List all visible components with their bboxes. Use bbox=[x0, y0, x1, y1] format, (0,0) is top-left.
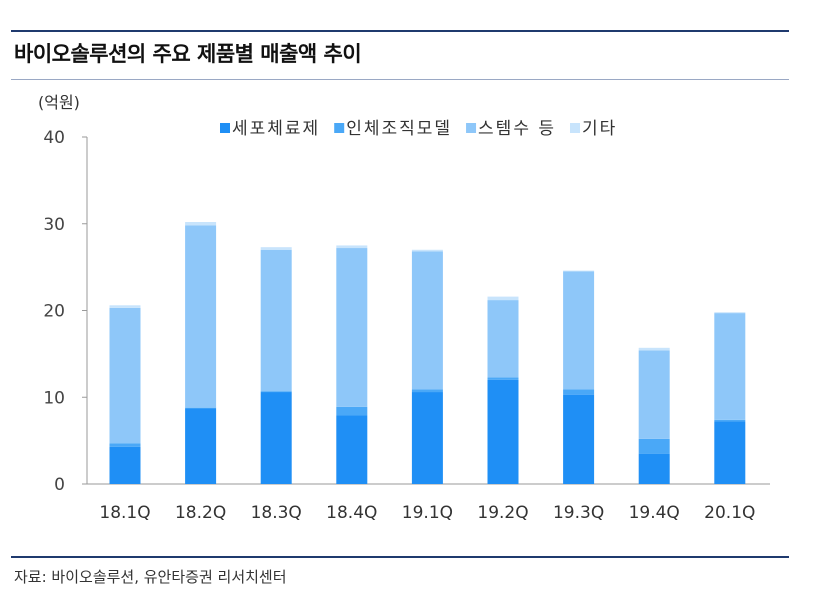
bar-segment bbox=[260, 247, 292, 250]
bar-segment bbox=[714, 421, 746, 484]
x-tick-label: 18.4Q bbox=[326, 503, 377, 523]
y-tick-label: 30 bbox=[43, 215, 65, 235]
bar-segment bbox=[411, 392, 443, 484]
x-tick-label: 18.2Q bbox=[175, 503, 226, 523]
bar-segment bbox=[336, 245, 368, 249]
chart-title: 바이오솔루션의 주요 제품별 매출액 추이 bbox=[14, 42, 362, 66]
source-note: 자료: 바이오솔루션, 유안타증권 리서치센터 bbox=[14, 568, 287, 586]
bar-segment bbox=[638, 438, 670, 454]
bar-segment bbox=[411, 389, 443, 393]
legend-label: 인체조직모델 bbox=[346, 119, 452, 139]
bar-segment bbox=[109, 307, 141, 444]
bottom-rule bbox=[11, 556, 789, 558]
x-tick-label: 19.2Q bbox=[477, 503, 528, 523]
legend: 세포체료제 인체조직모델 스템수 등 기타 bbox=[220, 119, 617, 139]
x-tick-label: 19.4Q bbox=[629, 503, 680, 523]
bar-segment bbox=[185, 222, 217, 226]
bar-segment bbox=[336, 248, 368, 407]
bar-segment bbox=[185, 408, 217, 484]
x-tick-label: 20.1Q bbox=[704, 503, 755, 523]
bar-segment bbox=[563, 389, 595, 395]
bar-segment bbox=[638, 453, 670, 484]
bar-segment bbox=[260, 392, 292, 484]
x-tick-label: 19.3Q bbox=[553, 503, 604, 523]
x-tick-label: 18.1Q bbox=[99, 503, 150, 523]
legend-swatch bbox=[334, 123, 345, 133]
legend-label: 세포체료제 bbox=[232, 119, 320, 139]
bar-segment bbox=[714, 419, 746, 422]
bar-segment bbox=[411, 249, 443, 252]
title-rule bbox=[11, 79, 789, 80]
y-axis-unit-label: (억원) bbox=[38, 93, 80, 112]
bars bbox=[109, 222, 746, 484]
y-tick-label: 40 bbox=[43, 128, 65, 148]
y-tick-label: 0 bbox=[54, 475, 65, 495]
bar-segment bbox=[109, 305, 141, 308]
y-tick-label: 10 bbox=[43, 388, 65, 408]
legend-swatch bbox=[466, 123, 477, 133]
bar-segment bbox=[563, 270, 595, 272]
bar-segment bbox=[714, 313, 746, 420]
bar-segment bbox=[487, 300, 519, 378]
bar-segment bbox=[109, 446, 141, 484]
legend-label: 스템수 등 bbox=[478, 119, 556, 139]
bar-segment bbox=[336, 415, 368, 484]
bar-segment bbox=[487, 296, 519, 301]
x-tick-label: 18.3Q bbox=[251, 503, 302, 523]
x-tick-label: 19.1Q bbox=[402, 503, 453, 523]
y-tick-label: 20 bbox=[43, 302, 65, 322]
stacked-bar-chart: (억원) 세포체료제 인체조직모델 스템수 등 기타 0 10 20 30 40 18.1Q 18… bbox=[38, 93, 770, 523]
bar-segment bbox=[411, 251, 443, 390]
legend-swatch bbox=[570, 123, 581, 133]
top-rule bbox=[11, 30, 789, 32]
bar-segment bbox=[185, 225, 217, 408]
bar-segment bbox=[638, 350, 670, 439]
bar-segment bbox=[336, 406, 368, 416]
bar-segment bbox=[487, 377, 519, 380]
bar-segment bbox=[109, 443, 141, 447]
legend-swatch bbox=[220, 123, 230, 133]
legend-label: 기타 bbox=[582, 119, 617, 139]
bar-segment bbox=[260, 391, 292, 393]
bar-segment bbox=[638, 347, 670, 351]
bar-segment bbox=[487, 379, 519, 484]
bar-segment bbox=[260, 249, 292, 392]
bar-segment bbox=[563, 394, 595, 484]
bar-segment bbox=[714, 312, 746, 314]
bar-segment bbox=[185, 407, 217, 409]
bar-segment bbox=[563, 271, 595, 390]
